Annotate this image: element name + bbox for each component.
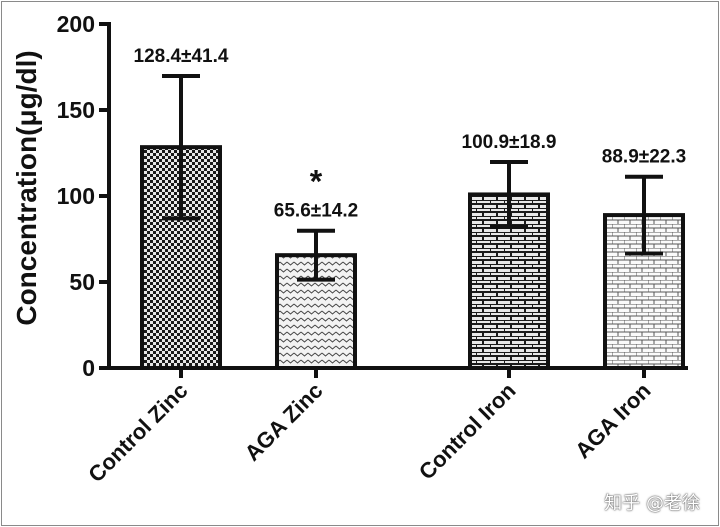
bar-group-aga-zinc: 65.6±14.2* <box>274 164 358 370</box>
bar-group-control-iron: 100.9±18.9 <box>462 132 557 370</box>
y-tick-label-100: 100 <box>57 183 95 209</box>
value-label-control-iron: 100.9±18.9 <box>462 132 557 153</box>
bars: 128.4±41.4 65.6±14.2* 100.9±18.9 88.9±22.3 <box>134 46 686 370</box>
x-tick-label-control-zinc: Control Zinc <box>83 378 192 487</box>
y-ticks: 0 50 100 150 200 <box>57 11 109 381</box>
x-tick-label-aga-zinc: AGA Zinc <box>240 378 328 466</box>
x-tick-label-control-iron: Control Iron <box>414 378 521 485</box>
y-tick-label-150: 150 <box>57 97 95 123</box>
value-label-aga-iron: 88.9±22.3 <box>602 147 686 168</box>
significance-mark-aga-zinc: * <box>310 164 323 200</box>
value-label-control-zinc: 128.4±41.4 <box>134 46 229 67</box>
watermark: 知乎 @老徐 <box>604 493 700 514</box>
y-tick-label-200: 200 <box>57 11 95 37</box>
bar-group-aga-iron: 88.9±22.3 <box>602 147 686 370</box>
x-ticks: Control Zinc AGA Zinc Control Iron AGA Iron <box>83 368 656 487</box>
y-axis-title: Concentration(μg/dl) <box>11 50 42 325</box>
y-tick-label-0: 0 <box>82 355 95 381</box>
value-label-aga-zinc: 65.6±14.2 <box>274 201 358 222</box>
x-tick-label-aga-iron: AGA Iron <box>570 378 655 463</box>
y-tick-label-50: 50 <box>69 269 95 295</box>
bar-group-control-zinc: 128.4±41.4 <box>134 46 229 370</box>
